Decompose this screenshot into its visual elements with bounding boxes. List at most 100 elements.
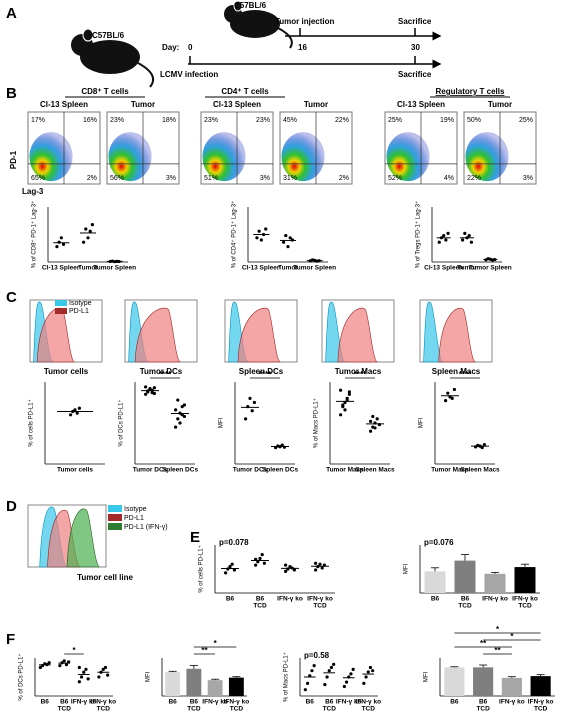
x-tick-label: TCD bbox=[97, 706, 111, 713]
dot bbox=[178, 421, 182, 425]
p-value: p=0.076 bbox=[424, 538, 454, 547]
dot bbox=[232, 568, 236, 572]
dot bbox=[86, 236, 90, 240]
x-tick-label: B6 bbox=[325, 699, 334, 706]
legend-label: PD-L1 (IFN-γ) bbox=[124, 524, 168, 531]
significance: * bbox=[496, 625, 500, 634]
dot bbox=[67, 660, 71, 664]
dot bbox=[280, 443, 284, 447]
y-axis-label: % of DCs PD-L1⁺ bbox=[18, 653, 25, 700]
dot bbox=[248, 396, 252, 400]
dot bbox=[463, 231, 467, 235]
flow-density bbox=[108, 132, 152, 182]
dot bbox=[38, 665, 42, 670]
dot bbox=[303, 688, 307, 692]
significance: * bbox=[510, 632, 514, 641]
quadrant-percent: 51% bbox=[204, 175, 218, 182]
mouse-icon bbox=[71, 28, 154, 88]
dot bbox=[228, 565, 232, 569]
y-axis-label: % of Macs PD-L1⁺ bbox=[283, 652, 290, 702]
flow-density bbox=[386, 132, 430, 182]
x-tick-label: B6 bbox=[190, 699, 199, 706]
bar bbox=[484, 573, 506, 593]
p-value: p=0.58 bbox=[304, 651, 330, 660]
flow-title: Tumor bbox=[488, 100, 512, 109]
hist-title: Spleen Macs bbox=[432, 367, 481, 376]
header: Regulatory T cells bbox=[436, 87, 505, 96]
dot bbox=[64, 663, 69, 667]
dot bbox=[75, 411, 79, 415]
x-tick-label: B6 bbox=[41, 699, 50, 706]
quadrant-percent: 3% bbox=[166, 175, 176, 182]
y-axis-label: MFI bbox=[424, 672, 430, 683]
quadrant-percent: 31% bbox=[283, 175, 297, 182]
dot bbox=[182, 414, 186, 419]
event: Sacrifice bbox=[398, 70, 432, 79]
panel-label: D bbox=[6, 498, 17, 515]
dot bbox=[282, 240, 286, 244]
event: Tumor injection bbox=[275, 17, 335, 26]
dot bbox=[364, 675, 368, 679]
dot bbox=[373, 426, 377, 430]
x-tick-label: B6 bbox=[60, 699, 69, 706]
dot bbox=[369, 419, 373, 423]
y-axis-label: MFI bbox=[146, 672, 152, 683]
legend-label: Isotype bbox=[69, 300, 92, 307]
x-tick-label: Spleen Macs bbox=[355, 467, 395, 474]
dot bbox=[369, 429, 373, 433]
histogram bbox=[66, 508, 101, 568]
x-tick-label: Tumor bbox=[78, 265, 98, 272]
dot bbox=[320, 566, 324, 570]
dot bbox=[250, 409, 254, 413]
dot bbox=[452, 387, 456, 392]
event: Sacrifice bbox=[398, 17, 432, 26]
dot bbox=[444, 399, 448, 403]
dot bbox=[62, 659, 66, 663]
dot bbox=[244, 417, 248, 421]
dot bbox=[362, 681, 366, 685]
hist-title: Tumor DCs bbox=[140, 367, 183, 376]
histogram bbox=[337, 307, 378, 363]
x-tick-label: Tumor bbox=[457, 265, 477, 272]
y-axis-label: % of Macs PD-L1⁺ bbox=[313, 398, 320, 448]
flow-title: Tumor bbox=[131, 100, 155, 109]
x-tick-label: IFN-γ ko bbox=[71, 699, 97, 706]
dot bbox=[305, 681, 310, 685]
dot bbox=[174, 408, 178, 412]
x-tick-label: IFN-γ ko bbox=[202, 699, 228, 706]
dot bbox=[264, 227, 268, 231]
legend-swatch bbox=[108, 523, 122, 530]
day-label: Day: bbox=[162, 43, 179, 52]
dot bbox=[259, 238, 263, 242]
dot bbox=[73, 408, 77, 412]
dot bbox=[371, 669, 375, 673]
histogram bbox=[237, 307, 281, 363]
y-axis-label: MFI bbox=[404, 564, 410, 575]
dot bbox=[144, 392, 148, 396]
bar bbox=[514, 567, 536, 593]
x-tick-label: IFN-γ ko bbox=[482, 596, 508, 603]
dot bbox=[144, 385, 148, 389]
dot bbox=[101, 667, 105, 672]
dot bbox=[84, 227, 88, 231]
dot bbox=[58, 664, 62, 668]
x-tick-label: TCD bbox=[458, 603, 472, 610]
x-tick-label: B6 bbox=[226, 596, 235, 603]
quadrant-percent: 25% bbox=[388, 117, 402, 124]
dot bbox=[260, 553, 264, 557]
x-tick-label: TCD bbox=[323, 706, 337, 713]
panel-label: F bbox=[6, 631, 15, 648]
hist-title: Spleen DCs bbox=[239, 367, 284, 376]
x-tick-label: B6 bbox=[450, 699, 459, 706]
quadrant-percent: 19% bbox=[440, 117, 454, 124]
y-axis-label: MFI bbox=[419, 418, 425, 429]
dot bbox=[339, 388, 343, 392]
dot bbox=[106, 673, 110, 677]
x-tick-label: B6 bbox=[306, 699, 315, 706]
significance: **** bbox=[354, 370, 367, 379]
event: LCMV infection bbox=[160, 70, 218, 79]
dot bbox=[347, 392, 351, 396]
x-tick-label: Tumor cells bbox=[57, 467, 93, 474]
x-tick-label: TCD bbox=[253, 603, 267, 610]
